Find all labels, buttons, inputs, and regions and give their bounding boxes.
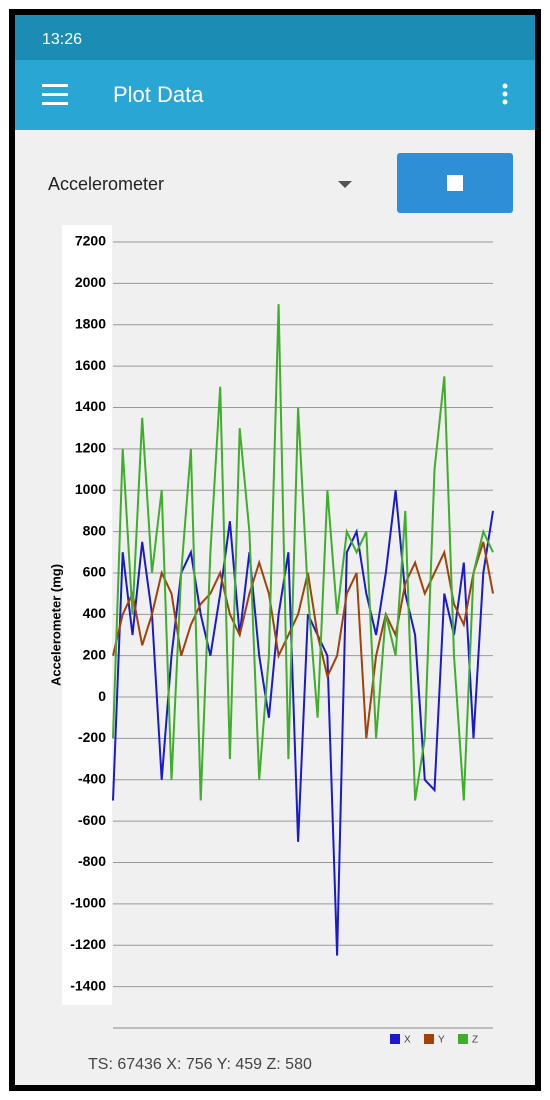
y-tick-label: -1200 xyxy=(70,936,106,952)
legend-label: Z xyxy=(472,1035,478,1046)
y-tick-label: 200 xyxy=(83,646,107,662)
sensor-dropdown[interactable]: Accelerometer xyxy=(48,174,164,194)
app-title: Plot Data xyxy=(113,82,204,107)
y-tick-label: 7200 xyxy=(75,233,106,249)
overflow-menu[interactable] xyxy=(502,83,508,105)
status-bar xyxy=(15,15,535,60)
y-tick-label: -600 xyxy=(78,812,106,828)
series-line xyxy=(112,490,494,956)
y-tick-label: 1000 xyxy=(75,481,106,497)
legend-swatch xyxy=(458,1034,468,1044)
y-tick-label: -800 xyxy=(78,853,106,869)
y-tick-label: -200 xyxy=(78,729,106,745)
legend-swatch xyxy=(390,1034,400,1044)
y-tick-label: -400 xyxy=(78,770,106,786)
status-time: 13:26 xyxy=(42,31,82,48)
y-tick-label: 1400 xyxy=(75,398,106,414)
dropdown-arrow[interactable] xyxy=(338,181,352,188)
y-tick-label: 1200 xyxy=(75,440,106,456)
y-tick-label: -1000 xyxy=(70,895,106,911)
y-tick-label: 1600 xyxy=(75,357,106,373)
y-tick-label: 400 xyxy=(83,605,107,621)
legend-label: X xyxy=(404,1035,411,1046)
reading-text: TS: 67436 X: 756 Y: 459 Z: 580 xyxy=(88,1056,312,1073)
y-tick-label: -1400 xyxy=(70,977,106,993)
y-tick-label: 600 xyxy=(83,564,107,580)
y-tick-label: 2000 xyxy=(75,274,106,290)
y-tick-label: 1800 xyxy=(75,315,106,331)
legend-label: Y xyxy=(438,1035,445,1046)
stop-icon xyxy=(447,175,463,191)
menu-icon[interactable] xyxy=(42,84,68,105)
series-line xyxy=(112,304,494,801)
app-bar xyxy=(15,60,535,130)
y-tick-label: 0 xyxy=(98,688,106,704)
y-axis-title: Accelerometer (mg) xyxy=(48,564,63,686)
legend-swatch xyxy=(424,1034,434,1044)
y-tick-label: 800 xyxy=(83,522,107,538)
axis-panel xyxy=(62,225,112,1005)
